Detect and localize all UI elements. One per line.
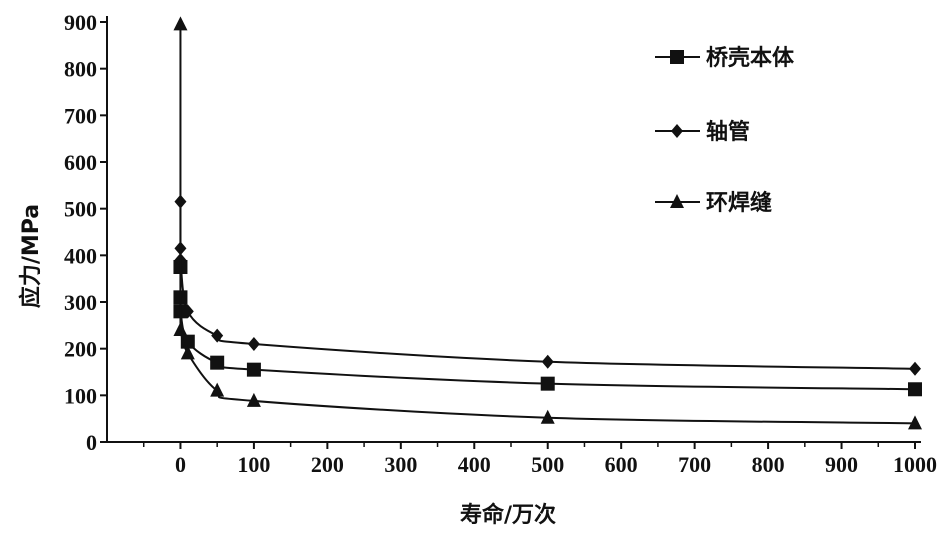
y-axis-ticks: 0 100 200 300 400 500 600 700 800 900 [64,10,107,455]
legend-marker [670,194,684,208]
x-tick-label: 0 [175,452,186,477]
data-point [246,362,261,377]
y-tick-label: 800 [64,57,97,82]
y-axis-title: 应力/MPa [18,204,44,308]
y-tick-label: 100 [64,383,97,408]
x-tick-label: 500 [531,452,564,477]
x-tick-label: 300 [384,452,417,477]
x-tick-label: 900 [825,452,858,477]
series-layer [173,16,922,430]
series-line [179,267,916,391]
y-tick-label: 200 [64,337,97,362]
x-tick-label: 600 [605,452,638,477]
legend-label: 轴管 [706,119,750,145]
data-point [210,355,225,370]
legend-item: 环焊缝 [655,190,772,216]
data-point [540,376,555,391]
series-line [179,201,916,370]
y-tick-label: 900 [64,10,97,35]
axes [106,16,921,443]
y-tick-label: 0 [86,430,97,455]
y-tick-label: 600 [64,150,97,175]
x-tick-label: 400 [458,452,491,477]
series-triangle [173,16,922,430]
legend-item: 轴管 [655,119,750,145]
data-point [247,337,260,351]
data-point [210,382,225,397]
series-diamond [174,194,921,376]
data-point [908,382,922,397]
x-axis-ticks: 0 100 200 300 400 500 600 700 800 900 1000 [142,442,937,477]
x-tick-label: 800 [752,452,785,477]
legend-label: 桥壳本体 [706,45,795,71]
x-tick-label: 200 [311,452,344,477]
x-tick-label: 1000 [893,452,937,477]
data-point [181,304,194,319]
x-axis-title: 寿命/万次 [460,502,556,528]
data-point [541,354,554,369]
y-tick-label: 500 [64,197,97,222]
data-point [908,415,922,430]
legend-label: 环焊缝 [706,190,772,216]
legend-marker [671,124,683,138]
series-square [173,260,922,397]
x-tick-label: 100 [237,452,270,477]
y-tick-label: 700 [64,103,97,128]
data-point [173,322,188,336]
legend-marker [670,50,684,64]
data-point [173,16,188,31]
data-point [540,409,555,424]
y-tick-label: 400 [64,243,97,268]
legend-item: 桥壳本体 [655,45,795,71]
y-tick-label: 300 [64,290,97,315]
data-point [909,361,921,376]
x-tick-label: 700 [678,452,711,477]
data-point [180,345,195,360]
data-point [211,328,224,343]
data-point [246,392,261,407]
